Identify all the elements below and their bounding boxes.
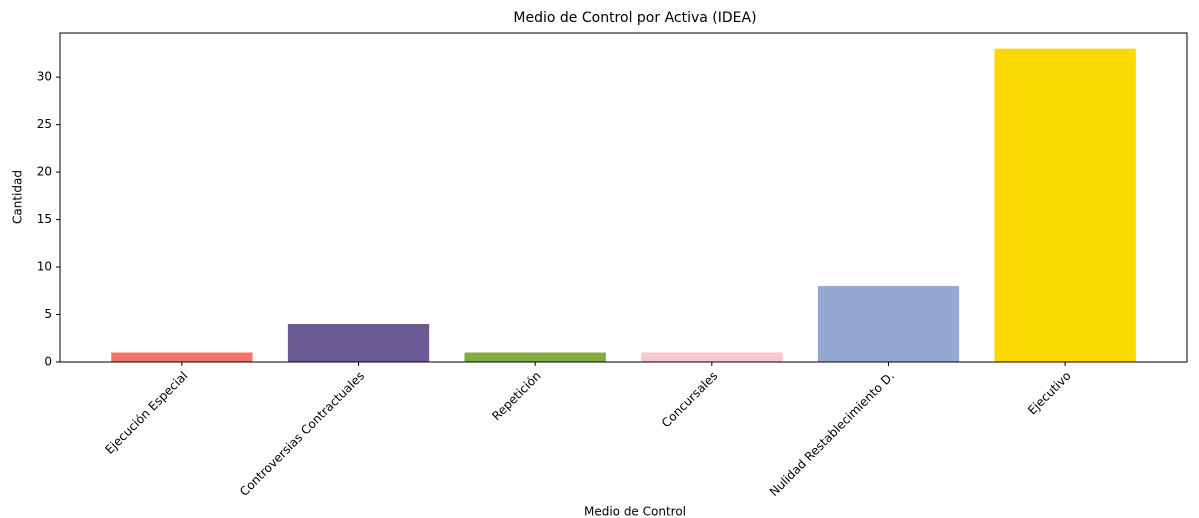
y-axis-label: Cantidad	[11, 170, 25, 224]
bar	[287, 324, 430, 362]
bar	[464, 352, 606, 362]
bar	[111, 352, 253, 362]
x-tick-label: Concursales	[659, 369, 721, 431]
x-axis-label: Medio de Control	[584, 505, 686, 518]
y-tick-label: 10	[37, 260, 52, 274]
y-tick-label: 15	[37, 212, 52, 226]
y-tick-label: 20	[37, 165, 52, 179]
y-tick-label: 30	[37, 70, 52, 84]
y-tick-label: 0	[44, 355, 52, 369]
chart-title: Medio de Control por Activa (IDEA)	[513, 10, 756, 26]
y-tick-label: 5	[44, 307, 52, 321]
bar	[641, 352, 783, 362]
plot-frame	[59, 32, 1188, 363]
x-tick-label: Controversias Contractuales	[237, 369, 367, 499]
bar	[994, 48, 1136, 363]
x-tick-label: Repetición	[489, 369, 544, 424]
bar	[817, 286, 960, 362]
x-tick-label: Nulidad Restablecimiento D.	[767, 369, 897, 499]
x-tick-label: Ejecutivo	[1025, 369, 1074, 418]
y-tick-label: 25	[37, 117, 52, 131]
x-tick-label: Ejecución Especial	[102, 369, 190, 457]
